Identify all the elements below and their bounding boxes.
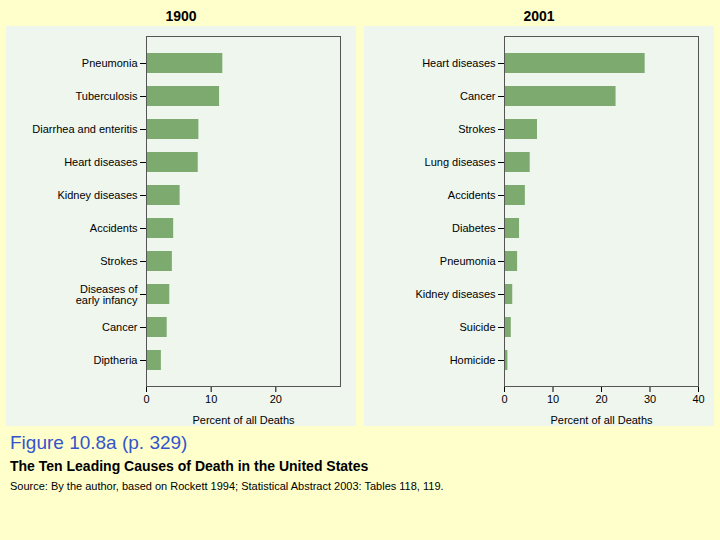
svg-text:Percent of all Deaths: Percent of all Deaths: [550, 414, 653, 426]
svg-text:Accidents: Accidents: [448, 189, 496, 201]
svg-text:Kidney diseases: Kidney diseases: [57, 189, 138, 201]
svg-text:Diseases ofearly infancy: Diseases ofearly infancy: [76, 283, 139, 306]
svg-text:Diarrhea and enteritis: Diarrhea and enteritis: [32, 123, 138, 135]
svg-text:Strokes: Strokes: [458, 123, 496, 135]
svg-text:Lung diseases: Lung diseases: [425, 156, 496, 168]
svg-text:10: 10: [547, 393, 559, 405]
svg-text:Heart diseases: Heart diseases: [422, 57, 496, 69]
svg-text:Pneumonia: Pneumonia: [440, 255, 497, 267]
svg-text:Diptheria: Diptheria: [93, 354, 138, 366]
svg-text:10: 10: [205, 393, 217, 405]
svg-text:Cancer: Cancer: [102, 321, 138, 333]
svg-text:20: 20: [270, 393, 282, 405]
svg-text:Tuberculosis: Tuberculosis: [76, 90, 138, 102]
svg-text:Cancer: Cancer: [460, 90, 496, 102]
svg-text:Percent of all Deaths: Percent of all Deaths: [192, 414, 295, 426]
svg-text:Pneumonia: Pneumonia: [82, 57, 139, 69]
svg-text:0: 0: [501, 393, 507, 405]
svg-text:Homicide: Homicide: [450, 354, 496, 366]
html-text:1900: 1900: [165, 8, 197, 24]
svg-text:30: 30: [644, 393, 656, 405]
svg-text:40: 40: [692, 393, 704, 405]
svg-text:Suicide: Suicide: [459, 321, 495, 333]
html-text:The Ten Leading Causes of Deat: The Ten Leading Causes of Death in the U…: [10, 458, 369, 474]
svg-text:Strokes: Strokes: [100, 255, 138, 267]
svg-text:Diabetes: Diabetes: [452, 222, 496, 234]
html-text:Source: By the author, based o: Source: By the author, based on Rockett …: [10, 480, 444, 492]
html-text:Figure 10.8a (p. 329): Figure 10.8a (p. 329): [10, 432, 188, 453]
svg-text:0: 0: [143, 393, 149, 405]
svg-text:Accidents: Accidents: [90, 222, 138, 234]
svg-text:Heart diseases: Heart diseases: [64, 156, 138, 168]
svg-text:20: 20: [595, 393, 607, 405]
svg-text:Kidney diseases: Kidney diseases: [415, 288, 496, 300]
html-text:2001: 2001: [523, 8, 555, 24]
